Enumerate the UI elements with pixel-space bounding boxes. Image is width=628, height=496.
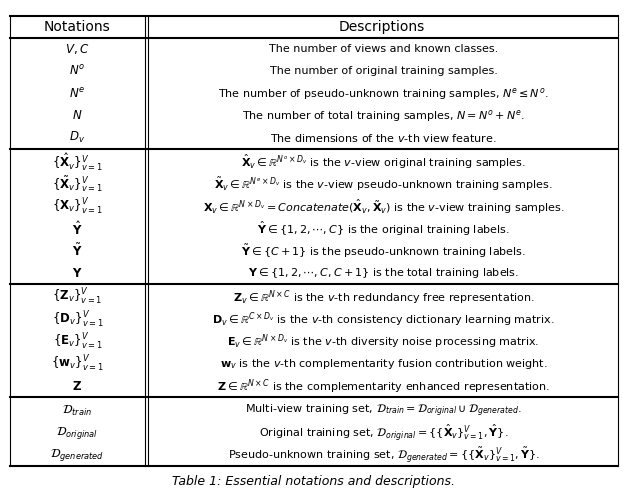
Text: $\tilde{\mathbf{Y}}$: $\tilde{\mathbf{Y}}$ bbox=[72, 243, 83, 259]
Text: $\{\mathbf{E}_v\}_{v=1}^V$: $\{\mathbf{E}_v\}_{v=1}^V$ bbox=[53, 332, 102, 352]
Text: $\hat{\mathbf{X}}_v \in \mathbb{R}^{N^o \times D_v}$ is the $v$-view original tr: $\hat{\mathbf{X}}_v \in \mathbb{R}^{N^o … bbox=[241, 153, 526, 171]
Text: $\mathbf{Z}$: $\mathbf{Z}$ bbox=[72, 380, 82, 393]
Text: Original training set, $\mathcal{D}_{original} = \{\{\hat{\mathbf{X}}_v\}_{v=1}^: Original training set, $\mathcal{D}_{ori… bbox=[259, 422, 508, 443]
Text: $\{\mathbf{w}_v\}_{v=1}^V$: $\{\mathbf{w}_v\}_{v=1}^V$ bbox=[51, 354, 104, 374]
Text: $\mathcal{D}_{generated}$: $\mathcal{D}_{generated}$ bbox=[50, 447, 104, 463]
Text: $\tilde{\mathbf{Y}} \in \{C+1\}$ is the pseudo-unknown training labels.: $\tilde{\mathbf{Y}} \in \{C+1\}$ is the … bbox=[241, 243, 526, 259]
Text: Multi-view training set, $\mathcal{D}_{train} = \mathcal{D}_{original} \cup \mat: Multi-view training set, $\mathcal{D}_{t… bbox=[245, 402, 522, 419]
Text: $\mathbf{Z}_v \in \mathbb{R}^{N \times C}$ is the $v$-th redundancy free represe: $\mathbf{Z}_v \in \mathbb{R}^{N \times C… bbox=[232, 288, 534, 307]
Text: $\{\tilde{\mathbf{X}}_v\}_{v=1}^V$: $\{\tilde{\mathbf{X}}_v\}_{v=1}^V$ bbox=[52, 175, 103, 194]
Text: $\tilde{\mathbf{X}}_v \in \mathbb{R}^{N^e \times D_v}$ is the $v$-view pseudo-un: $\tilde{\mathbf{X}}_v \in \mathbb{R}^{N^… bbox=[214, 176, 553, 193]
Text: $N$: $N$ bbox=[72, 109, 83, 122]
Text: Pseudo-unknown training set, $\mathcal{D}_{generated} = \{\{\tilde{\mathbf{X}}_v: Pseudo-unknown training set, $\mathcal{D… bbox=[227, 445, 539, 465]
Text: $\mathbf{Z} \in \mathbb{R}^{N \times C}$ is the complementarity enhanced represe: $\mathbf{Z} \in \mathbb{R}^{N \times C}$… bbox=[217, 377, 550, 396]
Text: Notations: Notations bbox=[44, 20, 111, 34]
Text: $\mathbf{X}_v \in \mathbb{R}^{N \times D_v} = \mathit{Concatenate}(\hat{\mathbf{: $\mathbf{X}_v \in \mathbb{R}^{N \times D… bbox=[203, 197, 565, 216]
Text: $\mathcal{D}_{original}$: $\mathcal{D}_{original}$ bbox=[57, 425, 99, 440]
Text: $V, C$: $V, C$ bbox=[65, 42, 90, 56]
Text: $\{\mathbf{X}_v\}_{v=1}^V$: $\{\mathbf{X}_v\}_{v=1}^V$ bbox=[52, 196, 103, 217]
Text: The dimensions of the $v$-th view feature.: The dimensions of the $v$-th view featur… bbox=[270, 132, 497, 144]
Text: $D_v$: $D_v$ bbox=[70, 130, 85, 145]
Text: $N^o$: $N^o$ bbox=[69, 64, 85, 78]
Text: $\{\mathbf{Z}_v\}_{v=1}^V$: $\{\mathbf{Z}_v\}_{v=1}^V$ bbox=[52, 287, 103, 308]
Text: $\hat{\mathbf{Y}} \in \{1, 2, \cdots, C\}$ is the original training labels.: $\hat{\mathbf{Y}} \in \{1, 2, \cdots, C\… bbox=[257, 220, 510, 238]
Text: The number of total training samples, $N = N^o + N^e$.: The number of total training samples, $N… bbox=[242, 108, 525, 124]
Text: $\mathbf{D}_v \in \mathbb{R}^{C \times D_v}$ is the $v$-th consistency dictionar: $\mathbf{D}_v \in \mathbb{R}^{C \times D… bbox=[212, 310, 555, 329]
Text: $N^e$: $N^e$ bbox=[69, 86, 85, 101]
Text: $\{\mathbf{D}_v\}_{v=1}^V$: $\{\mathbf{D}_v\}_{v=1}^V$ bbox=[51, 310, 104, 330]
Text: The number of pseudo-unknown training samples, $N^e \leq N^o$.: The number of pseudo-unknown training sa… bbox=[219, 85, 549, 102]
Text: $\mathbf{Y}$: $\mathbf{Y}$ bbox=[72, 267, 83, 280]
Text: Descriptions: Descriptions bbox=[338, 20, 425, 34]
Text: $\mathbf{w}_v$ is the $v$-th complementarity fusion contribution weight.: $\mathbf{w}_v$ is the $v$-th complementa… bbox=[220, 357, 547, 371]
Text: $\{\hat{\mathbf{X}}_v\}_{v=1}^V$: $\{\hat{\mathbf{X}}_v\}_{v=1}^V$ bbox=[52, 151, 103, 173]
Text: $\mathcal{D}_{train}$: $\mathcal{D}_{train}$ bbox=[62, 403, 92, 418]
Text: $\mathbf{Y} \in \{1, 2, \cdots, C, C+1\}$ is the total training labels.: $\mathbf{Y} \in \{1, 2, \cdots, C, C+1\}… bbox=[248, 266, 519, 280]
Text: The number of original training samples.: The number of original training samples. bbox=[269, 66, 497, 76]
Text: $\mathbf{E}_v \in \mathbb{R}^{N \times D_v}$ is the $v$-th diversity noise proce: $\mathbf{E}_v \in \mathbb{R}^{N \times D… bbox=[227, 332, 539, 351]
Text: The number of views and known classes.: The number of views and known classes. bbox=[269, 44, 498, 54]
Text: Table 1: Essential notations and descriptions.: Table 1: Essential notations and descrip… bbox=[173, 475, 455, 488]
Text: $\hat{\mathbf{Y}}$: $\hat{\mathbf{Y}}$ bbox=[72, 220, 83, 238]
